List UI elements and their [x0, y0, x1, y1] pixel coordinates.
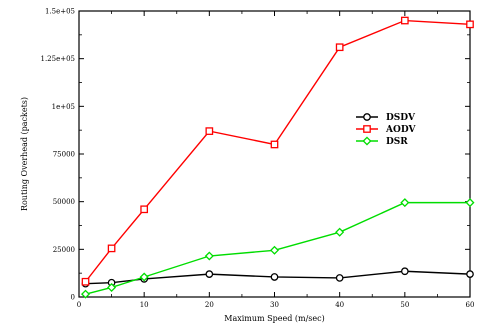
- series-line-dsdv: [85, 270, 471, 285]
- y-axis-label: Routing Overhead (packets): [20, 97, 29, 211]
- x-tick-label: 50: [400, 301, 409, 309]
- y-tick-label: 1.5e+05: [45, 8, 75, 16]
- data-point-dsr: [204, 251, 214, 261]
- legend-entry-dsr: DSR: [356, 136, 408, 147]
- data-point-dsr: [80, 289, 91, 299]
- legend-label: AODV: [385, 125, 416, 135]
- data-point-dsr: [139, 272, 149, 282]
- y-tick-label: 50000: [53, 198, 75, 206]
- legend-label: DSR: [386, 137, 408, 147]
- legend-marker: [363, 125, 371, 133]
- series-dsr: [80, 198, 475, 299]
- legend: DSDV AODV DSR: [356, 113, 416, 147]
- axis-ticks: 0 10 20 30 40 50 60 0 25000 50000 75000 1e+05 1.25e+…: [40, 8, 474, 310]
- y-tick-label: 75000: [53, 151, 75, 159]
- data-point-aodv: [205, 127, 214, 135]
- x-tick-label: 60: [466, 301, 475, 309]
- data-point-aodv: [81, 277, 90, 286]
- x-tick-label: 30: [270, 301, 279, 309]
- series-layer: [80, 16, 475, 299]
- y-tick-label: 0: [71, 294, 75, 302]
- data-point-dsdv: [335, 274, 344, 282]
- data-point-aodv: [335, 43, 344, 52]
- x-axis-label: Maximum Speed (m/sec): [224, 314, 324, 323]
- y-tick-label: 1e+05: [52, 103, 75, 111]
- legend-marker: [362, 136, 372, 146]
- data-point-dsdv: [466, 270, 474, 278]
- data-point-dsr: [269, 245, 280, 255]
- data-point-aodv: [107, 244, 116, 253]
- data-point-dsr: [400, 198, 410, 208]
- legend-entry-aodv: AODV: [356, 125, 416, 135]
- x-tick-label: 10: [140, 301, 149, 309]
- data-point-aodv: [270, 140, 279, 149]
- x-tick-label: 40: [335, 301, 344, 309]
- data-point-aodv: [400, 16, 409, 25]
- x-tick-label: 20: [205, 301, 214, 309]
- legend-marker: [363, 113, 371, 121]
- data-point-dsr: [335, 227, 345, 237]
- y-tick-label: 25000: [53, 246, 75, 254]
- data-point-dsr: [465, 198, 475, 208]
- data-point-dsr: [107, 282, 117, 292]
- series-aodv: [81, 16, 474, 286]
- data-point-dsdv: [205, 270, 214, 278]
- series-line-dsr: [85, 201, 470, 295]
- y-tick-label: 1.25e+05: [40, 55, 75, 63]
- series-line-aodv: [84, 19, 471, 283]
- data-point-aodv: [140, 205, 149, 214]
- data-point-dsdv: [400, 267, 409, 276]
- data-point-aodv: [466, 20, 474, 29]
- x-tick-label: 0: [77, 301, 81, 309]
- legend-entry-dsdv: DSDV: [356, 113, 416, 123]
- data-point-dsdv: [270, 273, 279, 281]
- legend-label: DSDV: [386, 113, 416, 123]
